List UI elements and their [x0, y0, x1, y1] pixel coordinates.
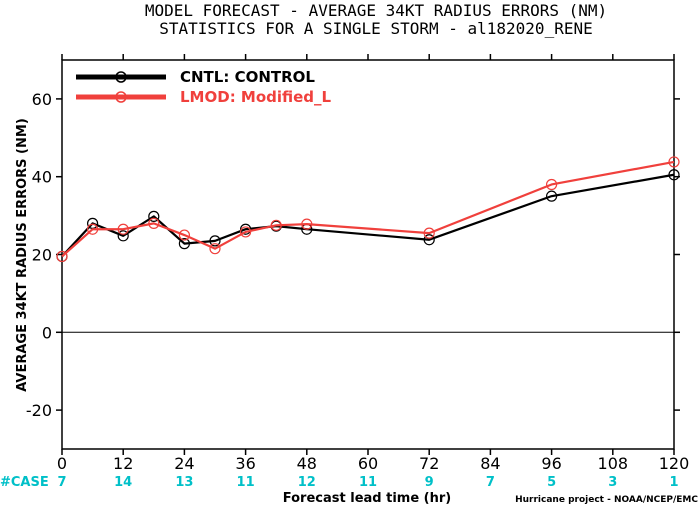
case-label: #CASE — [0, 475, 49, 490]
case-count: 7 — [486, 475, 495, 490]
data-point — [423, 227, 435, 239]
x-tick-label: 36 — [235, 454, 255, 473]
data-point — [178, 238, 190, 250]
data-point — [209, 243, 221, 255]
series-line-1 — [61, 173, 675, 258]
data-point — [117, 230, 129, 242]
case-count: 7 — [57, 475, 66, 490]
data-point — [86, 223, 99, 235]
data-point — [56, 250, 68, 263]
case-count: 3 — [608, 475, 617, 490]
legend-label-1: CNTL: CONTROL — [180, 68, 315, 86]
y-tick-label: 0 — [42, 323, 52, 342]
y-axis-label: AVERAGE 34KT RADIUS ERRORS (NM) — [15, 118, 30, 392]
x-tick-label: 96 — [541, 454, 561, 473]
data-point — [117, 223, 129, 235]
plot-area: -200204060071214241336114812601172984796… — [26, 54, 689, 490]
x-tick-label: 72 — [419, 454, 439, 473]
x-tick-label: 12 — [113, 454, 133, 473]
data-point — [178, 229, 190, 241]
case-count: 5 — [547, 475, 556, 490]
data-point — [668, 169, 680, 181]
x-tick-label: 84 — [480, 454, 500, 473]
data-point — [148, 217, 160, 229]
legend-label-2: LMOD: Modified_L — [180, 88, 332, 106]
case-count: 11 — [237, 475, 255, 490]
x-tick-label: 60 — [358, 454, 378, 473]
data-point — [301, 218, 313, 230]
case-count: 13 — [175, 475, 193, 490]
x-tick-label: 108 — [598, 454, 629, 473]
y-tick-label: 40 — [32, 168, 52, 187]
plot-frame — [61, 59, 675, 450]
y-tick-label: 60 — [32, 90, 52, 109]
credit-text: Hurricane project - NOAA/NCEP/EMC — [515, 495, 698, 505]
x-tick-label: 0 — [57, 454, 67, 473]
case-count: 9 — [425, 475, 434, 490]
legend-marker-1 — [115, 71, 127, 83]
chart-title: MODEL FORECAST - AVERAGE 34KT RADIUS ERR… — [145, 1, 607, 20]
case-count: 1 — [669, 475, 678, 490]
case-count: 12 — [298, 475, 316, 490]
chart-subtitle: STATISTICS FOR A SINGLE STORM - al182020… — [159, 19, 592, 38]
data-point — [545, 190, 558, 202]
data-point — [240, 223, 252, 235]
x-axis-label: Forecast lead time (hr) — [283, 491, 451, 506]
data-point — [545, 178, 558, 191]
legend-marker-2 — [115, 91, 127, 103]
case-count: 14 — [114, 475, 132, 490]
x-tick-label: 24 — [174, 454, 194, 473]
y-tick-label: 20 — [32, 246, 52, 265]
data-point — [423, 234, 435, 246]
series-line-2 — [61, 160, 675, 258]
data-point — [668, 156, 680, 168]
data-point — [270, 219, 282, 231]
case-count: 11 — [359, 475, 377, 490]
x-tick-label: 48 — [297, 454, 317, 473]
y-tick-label: -20 — [26, 401, 52, 420]
x-tick-label: 120 — [659, 454, 690, 473]
data-point — [240, 226, 252, 238]
data-point — [209, 235, 221, 247]
data-point — [148, 210, 160, 222]
